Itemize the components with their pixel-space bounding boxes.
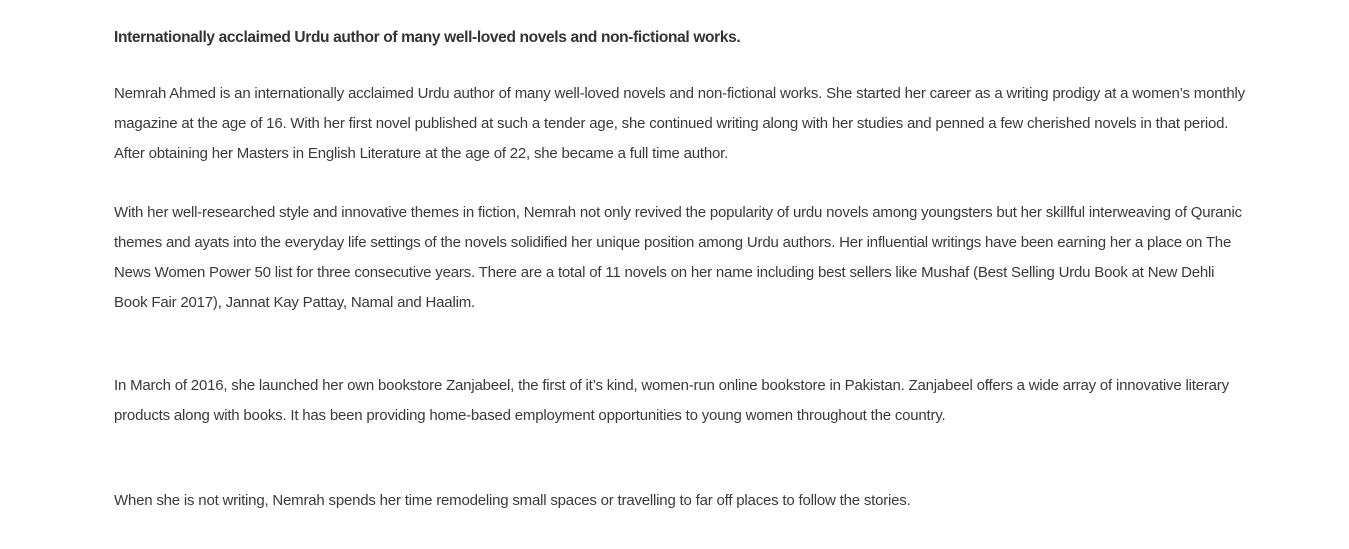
bio-paragraph-style: With her well-researched style and innov…	[114, 204, 1242, 311]
bio-paragraph-bookstore: In March of 2016, she launched her own b…	[114, 377, 1229, 424]
bio-paragraph-career: Nemrah Ahmed is an internationally accla…	[114, 85, 1245, 162]
bio-paragraph-hobbies: When she is not writing, Nemrah spends h…	[114, 492, 911, 509]
bio-lead: Internationally acclaimed Urdu author of…	[114, 29, 741, 46]
